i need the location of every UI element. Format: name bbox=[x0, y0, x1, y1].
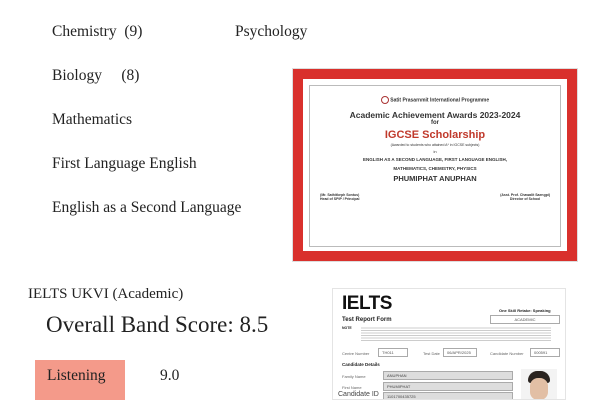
scholarship-certificate: Satit Prasarnmit International Programme… bbox=[292, 68, 578, 262]
ielts-test-report: IELTS Test Report Form NOTE One Skill Re… bbox=[332, 288, 566, 400]
subject-chemistry: Chemistry (9) bbox=[52, 23, 142, 41]
school-logo: Satit Prasarnmit International Programme bbox=[310, 96, 560, 104]
signature-left: (Mr. Sathitkeph Sontus) Head of SPIP / Pr… bbox=[320, 193, 360, 201]
cert-award: IGCSE Scholarship bbox=[384, 129, 486, 141]
first-field: PHUMIPHAT bbox=[383, 382, 513, 391]
signature-right: (Asst. Prof. Chawalit Saengpi) Director o… bbox=[500, 193, 550, 201]
cert-note: (Awarded to students who attained A* in … bbox=[390, 143, 480, 147]
cert-subjects-2: MATHEMATICS, CHEMISTRY, PHYSICS bbox=[393, 166, 477, 171]
subject-count: (9) bbox=[124, 23, 143, 40]
candidate-photo bbox=[521, 369, 557, 399]
cert-recipient: PHUMIPHAT ANUPHAN bbox=[393, 174, 477, 183]
note-text bbox=[361, 326, 551, 342]
subject-biology: Biology (8) bbox=[52, 67, 139, 85]
family-label: Family Name bbox=[342, 374, 366, 379]
centre-label: Centre Number bbox=[342, 351, 370, 356]
subject-esl: English as a Second Language bbox=[52, 199, 242, 216]
subject-psychology: Psychology bbox=[235, 23, 308, 40]
cert-subjects-1: ENGLISH AS A SECOND LANGUAGE, FIRST LANG… bbox=[362, 157, 507, 162]
centre-field: TH011 bbox=[378, 348, 408, 357]
cand-field: 000591 bbox=[530, 348, 560, 357]
candidate-details: Candidate Details bbox=[342, 362, 380, 367]
listening-badge bbox=[35, 360, 125, 400]
id-label: Candidate ID bbox=[338, 391, 379, 398]
form-title: Test Report Form bbox=[342, 317, 392, 323]
retake-label: One Skill Retake: Speaking bbox=[499, 308, 551, 313]
subject-name: Chemistry bbox=[52, 23, 117, 40]
module-field: ACADEMIC bbox=[490, 315, 560, 324]
overall-band-score: Overall Band Score: 8.5 bbox=[46, 312, 269, 337]
cert-title: Academic Achievement Awards 2023-2024 bbox=[349, 110, 521, 120]
subject-name: Biology bbox=[52, 67, 102, 84]
date-label: Test Date bbox=[423, 351, 440, 356]
subject-count: (8) bbox=[121, 67, 140, 84]
skill-listening: Listening bbox=[47, 367, 106, 384]
cand-label: Candidate Number bbox=[490, 351, 524, 356]
cert-for: for bbox=[431, 120, 439, 126]
score-listening: 9.0 bbox=[160, 367, 180, 384]
cert-in: in bbox=[433, 149, 437, 154]
ielts-heading: IELTS UKVI (Academic) bbox=[28, 286, 184, 302]
subject-first-language-english: First Language English bbox=[52, 155, 197, 172]
id-field: 1101700435725 bbox=[383, 392, 513, 399]
first-label: First Name bbox=[342, 385, 362, 390]
ielts-logo: IELTS bbox=[342, 293, 392, 314]
note-label: NOTE bbox=[342, 326, 352, 330]
date-field: 06/APR/2025 bbox=[443, 348, 477, 357]
family-field: ANUPHAN bbox=[383, 371, 513, 380]
subject-mathematics: Mathematics bbox=[52, 111, 133, 128]
